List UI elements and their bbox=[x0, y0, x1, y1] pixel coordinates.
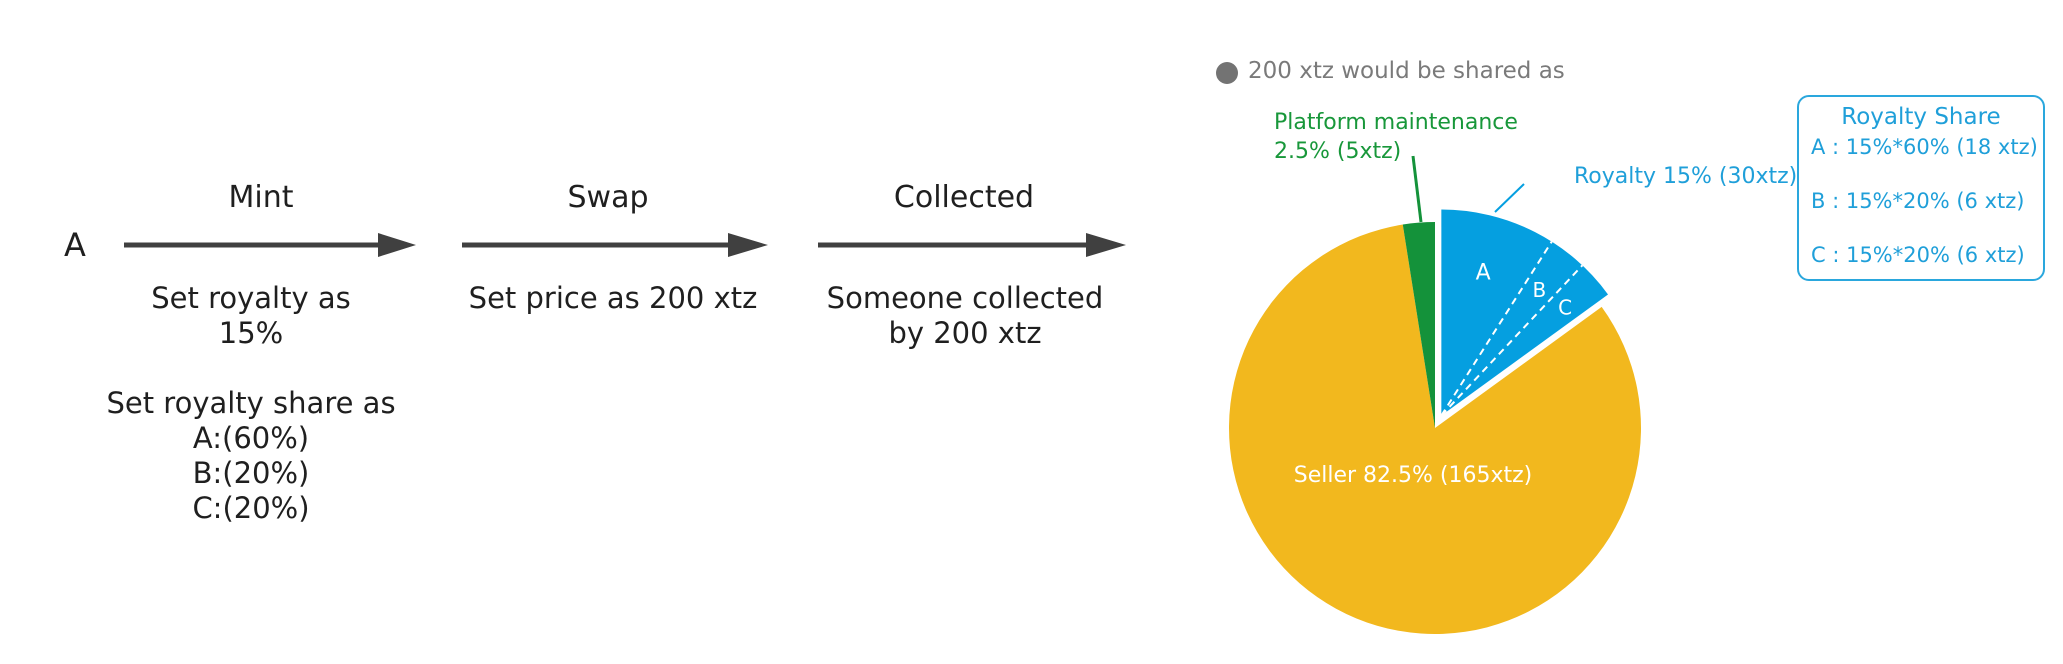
royalty-share-line-c: C : 15%*20% (6 xtz) bbox=[1811, 243, 2025, 267]
collected-detail-line2: by 200 xtz bbox=[888, 316, 1042, 350]
platform-label-line2: 2.5% (5xtz) bbox=[1274, 139, 1402, 164]
platform-label-line1: Platform maintenance bbox=[1274, 110, 1518, 135]
swap-details: Set price as 200 xtz bbox=[448, 281, 778, 316]
arrow-collected bbox=[818, 233, 1126, 257]
royalty-share-line-a: A : 15%*60% (18 xtz) bbox=[1811, 135, 2038, 159]
collected-detail-line1: Someone collected bbox=[826, 281, 1104, 315]
mint-details: Set royalty as 15% Set royalty share as … bbox=[101, 281, 401, 526]
legend-text: 200 xtz would be shared as bbox=[1248, 58, 1565, 84]
swap-detail-price: Set price as 200 xtz bbox=[468, 281, 758, 315]
platform-slice-label: Platform maintenance 2.5% (5xtz) bbox=[1274, 108, 1518, 166]
step-swap-label: Swap bbox=[567, 180, 649, 215]
arrow-swap bbox=[462, 233, 768, 257]
pie-slice-seller bbox=[1229, 224, 1642, 634]
seller-slice-label: Seller 82.5% (165xtz) bbox=[1294, 463, 1533, 488]
royalty-slice-label: Royalty 15% (30xtz) bbox=[1574, 164, 1798, 189]
mint-detail-share-a: A:(60%) bbox=[192, 421, 310, 455]
pie-slice-royalty bbox=[1441, 209, 1609, 416]
legend-dot-icon bbox=[1216, 62, 1238, 84]
royalty-share-title: Royalty Share bbox=[1841, 104, 2001, 130]
pie-slice-platform bbox=[1402, 222, 1435, 428]
mint-detail-royalty-value: 15% bbox=[218, 316, 284, 350]
royalty-divider-bc bbox=[1440, 264, 1584, 417]
royalty-leader-line bbox=[1494, 183, 1525, 213]
royalty-share-box: Royalty Share A : 15%*60% (18 xtz) B : 1… bbox=[1797, 95, 2045, 281]
arrow-mint bbox=[124, 233, 416, 257]
royalty-sub-label-c: C bbox=[1558, 295, 1572, 319]
platform-leader-line bbox=[1411, 155, 1423, 223]
royalty-share-line-b: B : 15%*20% (6 xtz) bbox=[1811, 189, 2025, 213]
actor-label: A bbox=[64, 226, 86, 264]
mint-detail-share-heading: Set royalty share as bbox=[106, 386, 396, 420]
mint-detail-share-c: C:(20%) bbox=[192, 491, 310, 525]
step-collected-label: Collected bbox=[893, 180, 1035, 215]
royalty-divider-ab bbox=[1440, 241, 1553, 417]
step-mint-label: Mint bbox=[228, 180, 294, 215]
mint-detail-share-b: B:(20%) bbox=[192, 456, 310, 490]
royalty-sub-label-a: A bbox=[1476, 260, 1491, 285]
collected-details: Someone collected by 200 xtz bbox=[810, 281, 1120, 351]
mint-detail-royalty: Set royalty as bbox=[151, 281, 351, 315]
royalty-sub-label-b: B bbox=[1533, 278, 1547, 302]
